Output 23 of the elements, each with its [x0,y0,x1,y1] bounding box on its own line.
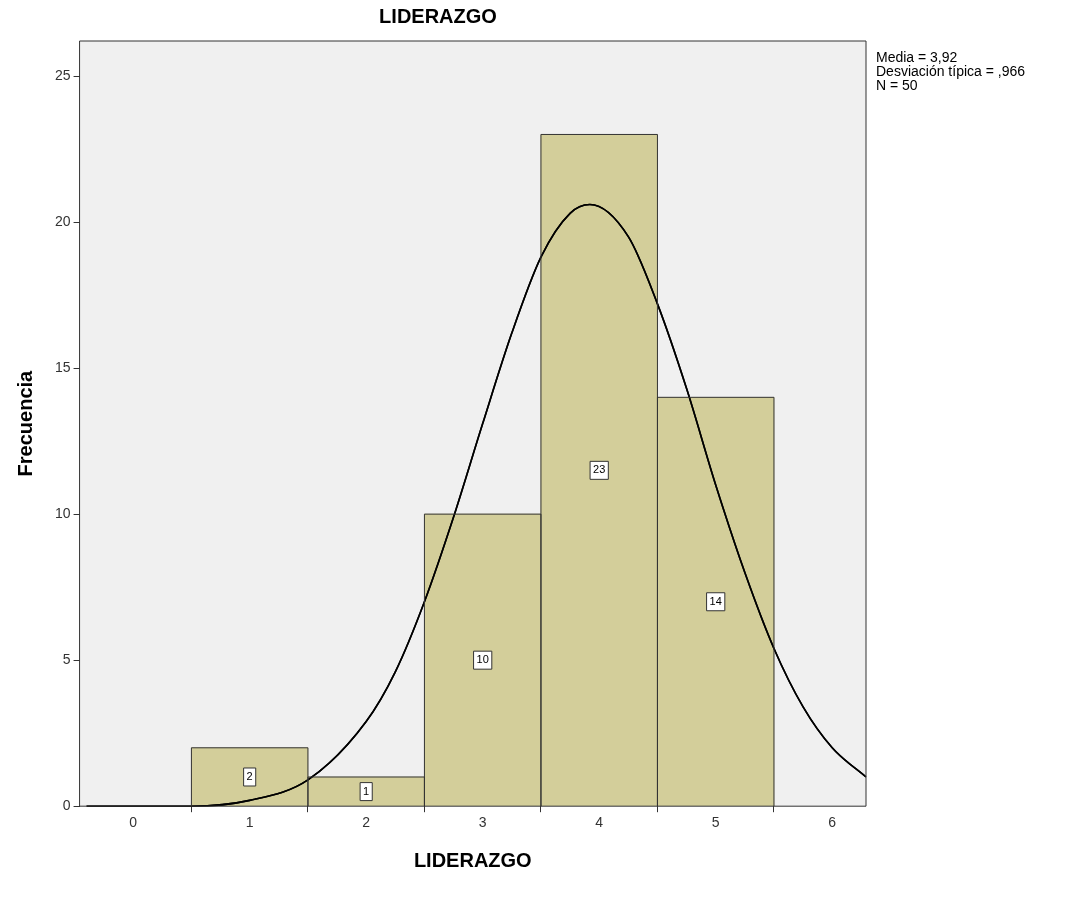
text: Media = 3,92 [876,48,958,65]
y-tick-label: 20 [54,212,71,229]
y-tick-label: 25 [54,66,71,83]
y-tick-label: 15 [54,358,71,375]
data-label: 2 [246,770,253,783]
data-label: 23 [593,463,606,476]
y-tick-label: 0 [62,797,71,814]
x-tick-label: 0 [129,814,138,831]
y-tick-label: 10 [54,505,71,521]
x-tick-label: 2 [362,814,371,831]
x-tick-label: 1 [245,814,254,831]
y-tick-label: 5 [62,651,71,668]
chart-title: LIDERAZGO [379,4,497,27]
x-tick-label: 5 [711,814,720,831]
y-axis-title: Frecuencia [13,369,36,477]
data-label: 10 [476,653,489,666]
x-tick-label: 6 [828,814,837,831]
data-label: 14 [709,594,722,607]
text: N = 50 [876,76,918,93]
data-label: 1 [363,784,370,797]
x-axis-title: LIDERAZGO [413,848,532,871]
x-tick-label: 4 [595,814,604,831]
x-tick-label: 3 [478,814,487,831]
